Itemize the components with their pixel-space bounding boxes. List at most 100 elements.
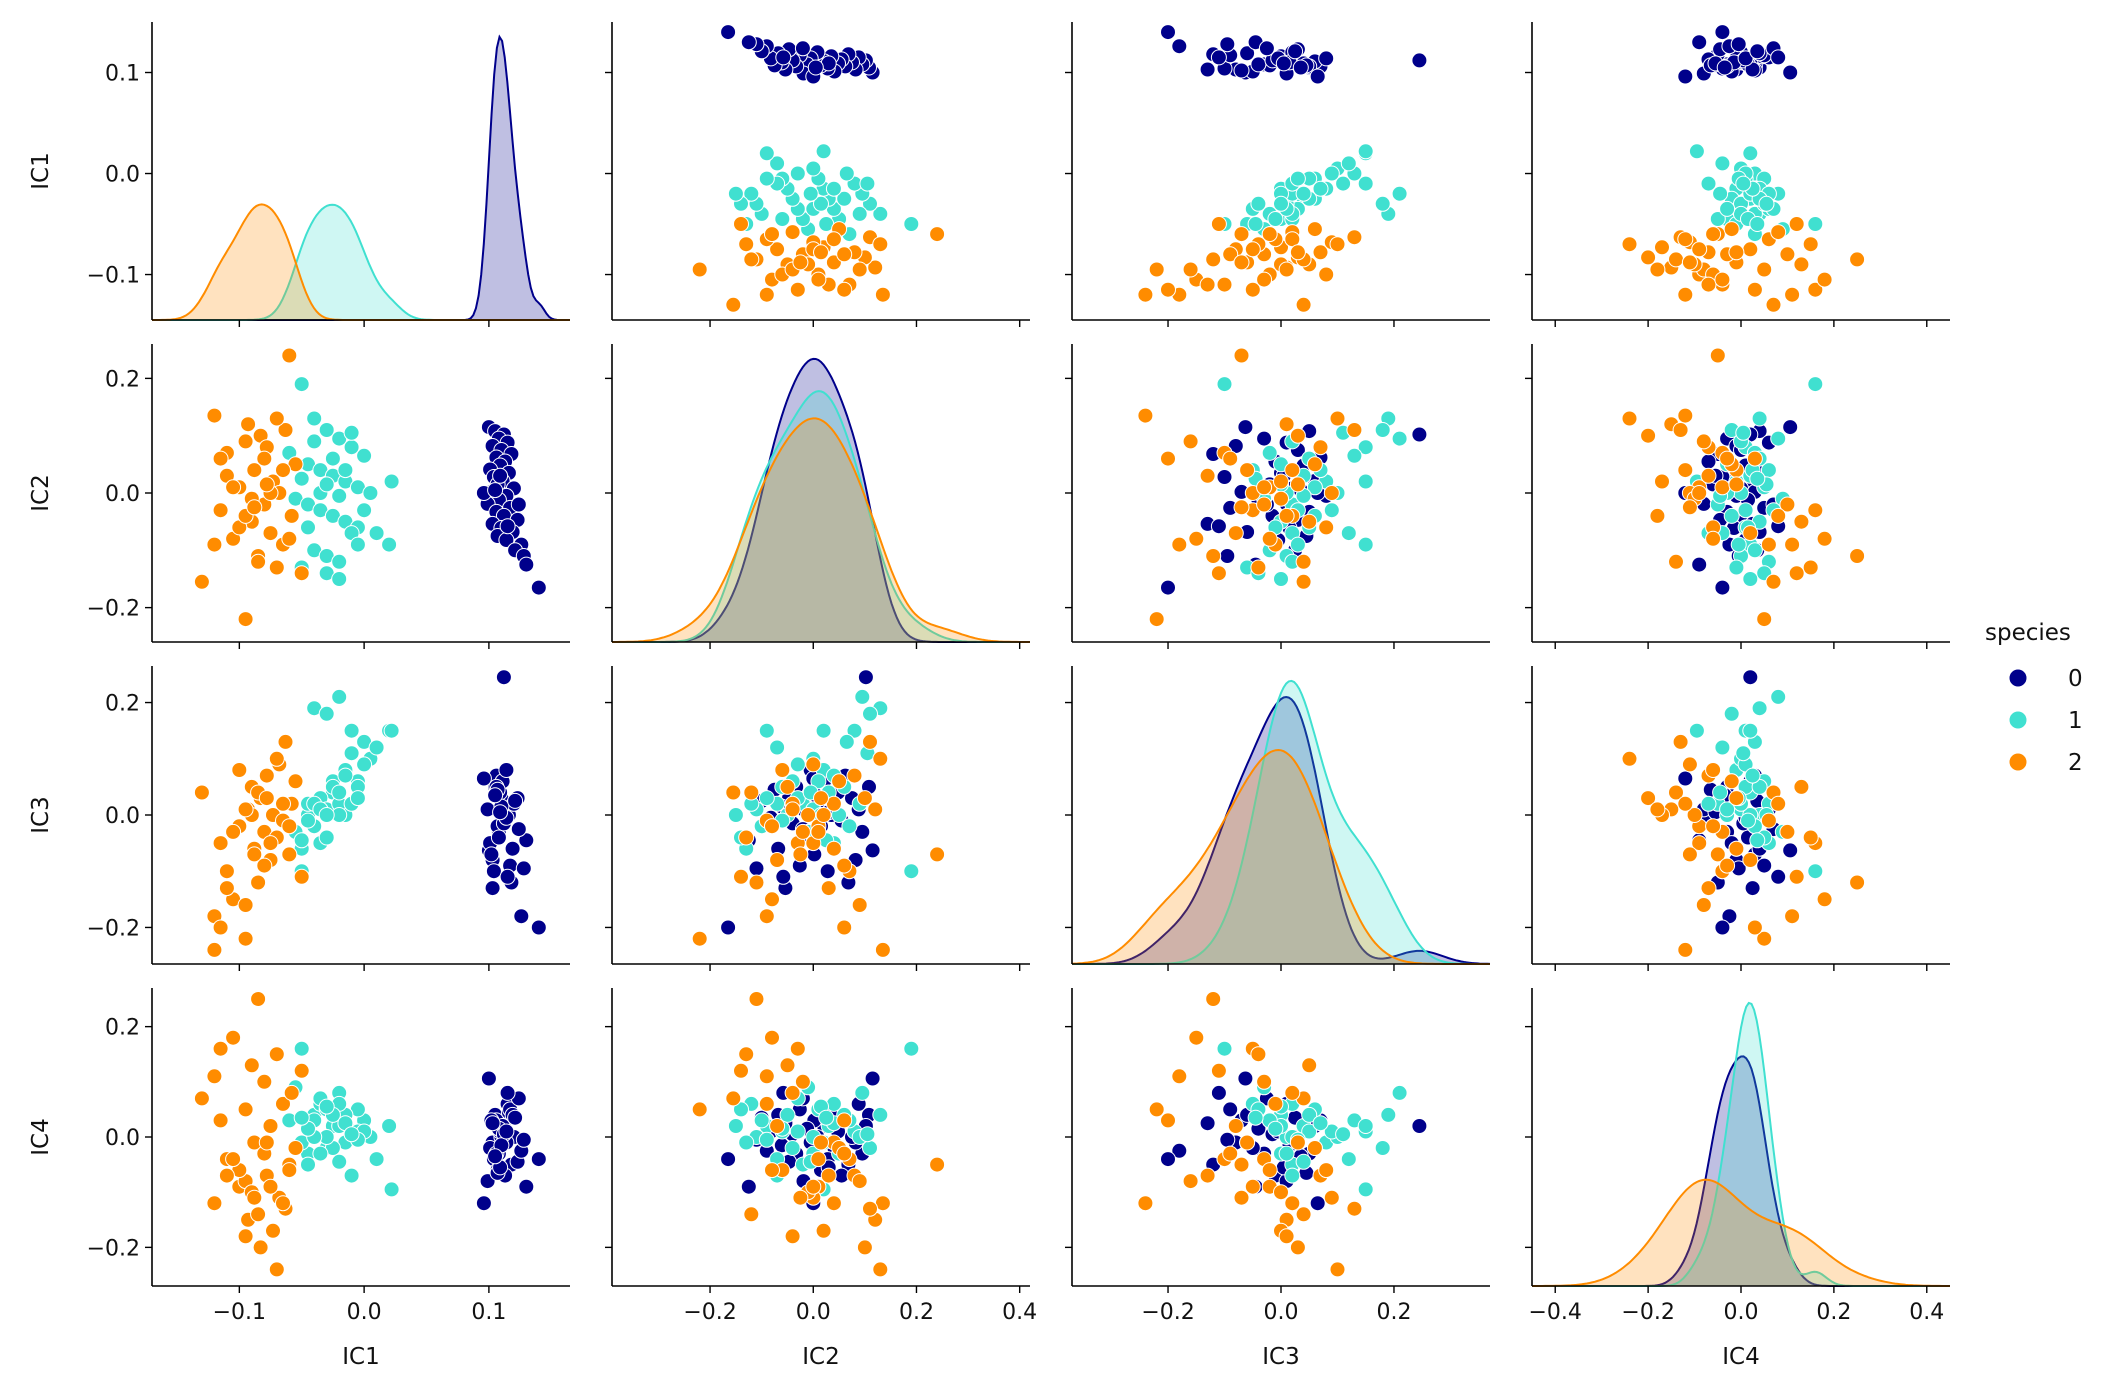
point-IC4-IC1-series-1-36: [318, 1098, 335, 1115]
kde-fill-IC1-series-2: [152, 204, 570, 320]
point-IC3-IC2-series-2-28: [800, 807, 817, 823]
point-IC1-IC3-series-1-38: [1335, 175, 1352, 192]
point-IC3-IC4-series-2-29: [1700, 880, 1717, 897]
point-IC1-IC4-series-2-38: [1681, 254, 1698, 271]
legend: species 0 1 2: [1985, 620, 2083, 776]
point-IC4-IC3-series-2-23: [1210, 1062, 1227, 1079]
point-IC4-IC2-series-2-18: [758, 1095, 775, 1112]
point-IC2-IC1-series-2-24: [268, 410, 285, 427]
point-IC2-IC3-series-0-0: [1237, 419, 1254, 436]
point-IC3-IC2-series-0-13: [819, 863, 836, 880]
point-IC3-IC2-series-2-23: [733, 868, 749, 885]
point-IC3-IC1-series-2-2: [212, 835, 229, 852]
panel-IC2-vs-IC2: [605, 344, 1030, 649]
point-IC2-IC4-series-1-1: [1751, 410, 1768, 427]
point-IC2-IC3-series-0-2: [1411, 426, 1428, 443]
point-IC1-IC2-series-2-20: [929, 226, 946, 243]
point-IC2-IC4-series-2-14: [1742, 525, 1759, 542]
point-IC4-IC1-series-1-26: [343, 1167, 360, 1184]
point-IC3-IC4-series-2-25: [1695, 897, 1712, 913]
point-IC4-IC3-series-2-21: [1284, 1084, 1301, 1101]
point-IC4-IC3-series-2-29: [1199, 1167, 1216, 1184]
point-IC2-IC3-series-2-1: [1137, 407, 1154, 424]
point-IC4-IC2-series-1-23: [738, 1134, 755, 1151]
point-IC1-IC2-series-1-34: [774, 211, 791, 227]
point-IC4-IC3-series-1-18: [1340, 1151, 1357, 1168]
point-IC1-IC3-series-2-36: [1261, 226, 1278, 243]
point-IC1-IC3-series-1-32: [1357, 143, 1374, 160]
point-IC4-IC2-series-1-20: [753, 1112, 770, 1129]
point-IC1-IC3-series-0-27: [1239, 45, 1256, 62]
point-IC1-IC3-series-2-39: [1160, 281, 1176, 298]
point-IC4-IC3-series-1-2: [1374, 1140, 1391, 1156]
point-IC3-IC2-series-1-25: [727, 807, 744, 823]
point-IC2-IC4-series-2-1: [1677, 407, 1694, 424]
point-IC4-IC1-series-2-36: [281, 1162, 298, 1179]
point-IC3-IC1-series-0-39: [487, 787, 504, 804]
point-IC2-IC3-series-2-6: [1148, 611, 1165, 628]
point-IC1-IC2-series-2-30: [743, 251, 760, 268]
panel-IC4-vs-IC2: [605, 988, 1030, 1293]
point-IC3-IC1-series-1-34: [300, 812, 316, 829]
point-IC4-IC3-series-2-36: [1261, 1162, 1278, 1179]
point-IC3-IC2-series-1-19: [758, 722, 775, 739]
point-IC3-IC1-series-0-2: [495, 669, 512, 686]
point-IC4-IC2-series-2-34: [810, 1151, 827, 1168]
point-IC4-IC1-series-0-34: [530, 1151, 547, 1168]
xtick-label-IC1-2: 0.1: [471, 1300, 506, 1325]
point-IC3-IC2-series-2-25: [851, 897, 868, 913]
point-IC2-IC1-series-2-6: [237, 611, 254, 628]
point-IC2-IC3-series-2-7: [1278, 416, 1295, 433]
panel-IC3-vs-IC2: [605, 666, 1030, 971]
point-IC2-IC3-series-2-17: [1323, 485, 1340, 501]
point-IC1-IC3-series-2-23: [1210, 216, 1227, 232]
point-IC1-IC2-series-2-25: [851, 261, 868, 278]
point-IC2-IC4-series-2-24: [1621, 410, 1638, 427]
point-IC4-IC2-series-2-6: [691, 1101, 708, 1118]
point-IC4-IC1-series-0-0: [480, 1070, 497, 1087]
point-IC1-IC3-series-0-30: [1171, 38, 1188, 55]
point-IC3-IC1-series-2-13: [258, 767, 275, 784]
point-IC3-IC2-series-2-36: [764, 818, 780, 835]
point-IC4-IC1-series-1-39: [293, 1109, 310, 1126]
point-IC3-IC4-series-2-22: [1723, 773, 1740, 790]
point-IC4-IC3-series-2-38: [1233, 1189, 1250, 1206]
point-IC4-IC1-series-2-2: [212, 1040, 229, 1057]
point-IC2-IC4-series-2-21: [1770, 507, 1787, 524]
point-IC4-IC3-series-2-18: [1267, 1095, 1284, 1112]
point-IC4-IC2-series-2-27: [836, 1145, 853, 1162]
point-IC4-IC3-series-2-19: [1346, 1200, 1363, 1217]
point-IC1-IC4-series-0-38: [1770, 49, 1787, 66]
point-IC3-IC1-series-1-38: [343, 745, 360, 762]
ytick-label-IC1-1: 0.0: [105, 163, 140, 188]
point-IC1-IC3-series-2-1: [1137, 286, 1154, 303]
point-IC3-IC4-series-2-6: [1756, 930, 1773, 947]
point-IC3-IC2-series-1-4: [846, 722, 863, 739]
point-IC3-IC4-series-2-37: [1728, 790, 1745, 807]
point-IC1-IC2-series-2-16: [738, 236, 755, 253]
panel-IC3-vs-IC4: [1525, 666, 1950, 971]
point-IC4-IC1-series-1-37: [331, 1153, 348, 1170]
point-IC1-IC3-series-0-25: [1199, 61, 1216, 78]
point-IC2-IC1-series-1-22: [331, 553, 348, 570]
point-IC1-IC4-series-2-34: [1714, 271, 1731, 288]
point-IC3-IC4-series-1-26: [1700, 795, 1717, 812]
ylabel-IC4: IC4: [28, 1118, 54, 1155]
kde-fill-IC1-series-0: [152, 36, 570, 321]
point-IC1-IC4-series-2-23: [1788, 216, 1805, 232]
point-IC2-IC3-series-2-35: [1278, 507, 1295, 524]
point-IC1-IC3-series-2-22: [1306, 221, 1323, 238]
point-IC3-IC4-series-1-32: [1688, 722, 1705, 739]
point-IC3-IC1-series-1-39: [293, 832, 310, 849]
point-IC3-IC1-series-2-34: [225, 823, 242, 840]
point-IC2-IC3-series-2-12: [1256, 496, 1273, 513]
point-IC2-IC3-series-2-19: [1346, 422, 1363, 438]
point-IC1-IC4-series-1-0: [1807, 216, 1824, 232]
point-IC3-IC1-series-0-17: [483, 846, 500, 863]
point-IC2-IC4-series-2-27: [1719, 450, 1736, 467]
point-IC4-IC3-series-1-30: [1301, 1106, 1318, 1123]
point-IC3-IC2-series-2-37: [813, 790, 829, 807]
point-IC4-IC3-series-2-33: [1284, 1195, 1301, 1212]
point-IC4-IC3-series-2-30: [1295, 1206, 1312, 1223]
